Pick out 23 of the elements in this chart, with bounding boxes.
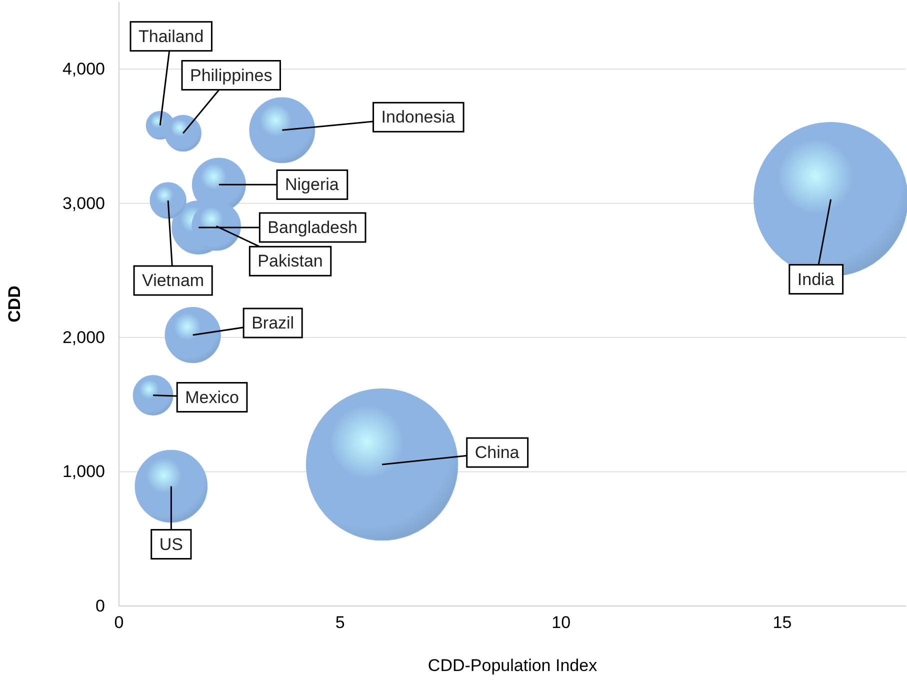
annotation: Vietnam xyxy=(142,271,204,290)
annotation: Philippines xyxy=(190,66,272,85)
annotation: Nigeria xyxy=(284,175,340,194)
annotation: Indonesia xyxy=(381,108,456,127)
annotation: Brazil xyxy=(252,314,294,333)
y-tick-label: 2,000 xyxy=(62,328,105,347)
x-tick-label: 0 xyxy=(114,613,124,632)
annotation: US xyxy=(159,534,183,554)
y-tick-label: 4,000 xyxy=(62,60,105,79)
y-tick-label: 3,000 xyxy=(62,194,105,213)
y-tick-label: 0 xyxy=(96,596,105,616)
annotation: Pakistan xyxy=(258,252,323,271)
x-axis-title: CDD-Population Index xyxy=(428,656,598,675)
annotation: China xyxy=(474,443,520,462)
annotation: Bangladesh xyxy=(268,218,358,237)
y-tick-label: 1,000 xyxy=(62,462,105,482)
annotation: Thailand xyxy=(138,26,204,46)
x-tick-label: 15 xyxy=(772,613,792,632)
x-tick-label: 10 xyxy=(552,613,571,632)
x-tick-label: 5 xyxy=(335,613,345,632)
y-axis-title: CDD xyxy=(5,286,24,322)
annotation: Mexico xyxy=(185,388,239,407)
annotation: India xyxy=(797,270,835,289)
